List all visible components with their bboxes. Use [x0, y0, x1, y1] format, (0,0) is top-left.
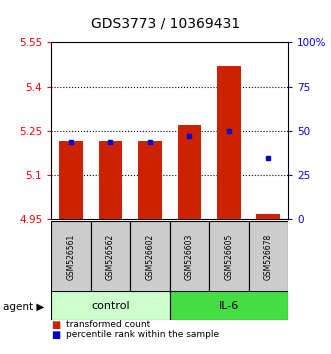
- Bar: [138, 141, 162, 219]
- Bar: [169, 291, 288, 320]
- Bar: [169, 221, 209, 292]
- Text: GSM526562: GSM526562: [106, 234, 115, 280]
- Bar: [217, 66, 241, 219]
- Bar: [177, 125, 201, 219]
- Text: GSM526561: GSM526561: [67, 234, 75, 280]
- Text: IL-6: IL-6: [219, 301, 239, 311]
- Text: control: control: [91, 301, 130, 311]
- Text: agent ▶: agent ▶: [3, 302, 45, 312]
- Bar: [51, 291, 169, 320]
- Text: GSM526678: GSM526678: [264, 234, 273, 280]
- Text: transformed count: transformed count: [66, 320, 151, 329]
- Text: GDS3773 / 10369431: GDS3773 / 10369431: [91, 16, 240, 30]
- Text: GSM526602: GSM526602: [145, 234, 155, 280]
- Text: percentile rank within the sample: percentile rank within the sample: [66, 330, 219, 339]
- Bar: [249, 221, 288, 292]
- Text: GSM526603: GSM526603: [185, 233, 194, 280]
- Text: ■: ■: [51, 320, 61, 330]
- Bar: [59, 141, 83, 219]
- Bar: [91, 221, 130, 292]
- Text: ■: ■: [51, 330, 61, 339]
- Bar: [130, 221, 169, 292]
- Bar: [51, 221, 91, 292]
- Bar: [257, 213, 280, 219]
- Bar: [99, 141, 122, 219]
- Bar: [209, 221, 249, 292]
- Text: GSM526605: GSM526605: [224, 233, 233, 280]
